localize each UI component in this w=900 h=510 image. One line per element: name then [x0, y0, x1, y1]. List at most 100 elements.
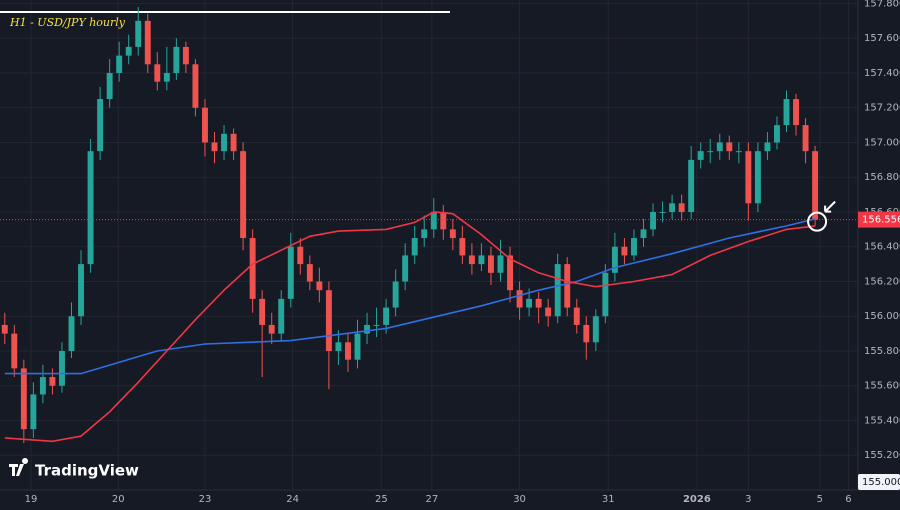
candle-body — [78, 264, 84, 317]
candle-body — [392, 281, 399, 308]
candle-body — [430, 211, 437, 230]
x-tick-label: 2026 — [683, 494, 711, 505]
candle-body — [554, 264, 561, 317]
candle-body — [211, 142, 218, 152]
candle-body — [106, 72, 113, 100]
moving-average-line — [4, 218, 816, 375]
candle-body — [163, 72, 170, 82]
last-price-box — [858, 211, 900, 228]
x-tick-label: 23 — [199, 494, 212, 505]
price-marker-box — [858, 474, 900, 490]
highlight-arrow — [824, 200, 836, 213]
candle-body — [30, 394, 37, 430]
candle-body — [354, 333, 361, 360]
candle-body — [240, 151, 247, 239]
candle-body — [488, 255, 494, 273]
candle-body — [182, 46, 189, 65]
y-tick-label: 157.400 — [864, 68, 900, 79]
x-tick-label: 6 — [845, 494, 851, 505]
y-tick-label: 156.400 — [864, 242, 900, 253]
candle-body — [287, 246, 294, 299]
candle-body — [11, 333, 18, 369]
candle-body — [726, 142, 733, 152]
candle-body — [373, 324, 380, 326]
candle-body — [650, 211, 656, 230]
candle-body — [68, 316, 75, 351]
y-tick-label: 155.200 — [864, 450, 900, 461]
candle-body — [316, 281, 323, 291]
candle-body — [659, 211, 666, 213]
candle-body — [173, 46, 180, 73]
candle-body — [20, 368, 27, 430]
candle-body — [735, 151, 742, 153]
candle-body — [49, 377, 56, 386]
candle-body — [754, 151, 761, 204]
candle-body — [306, 264, 313, 282]
candle-body — [545, 307, 552, 317]
y-tick-label: 157.800 — [864, 0, 900, 9]
candle-body — [688, 159, 695, 212]
candle-body — [697, 151, 704, 160]
candle-body — [631, 238, 637, 256]
y-tick-label: 155.400 — [864, 415, 900, 426]
y-tick-label: 157.600 — [864, 33, 900, 44]
candle-body — [707, 151, 714, 153]
candle-body — [783, 99, 790, 126]
x-tick-label: 20 — [112, 494, 125, 505]
candle-body — [459, 238, 466, 256]
candle-body — [449, 229, 456, 239]
candle-body — [325, 290, 332, 351]
candle-body — [602, 272, 609, 317]
candle-body — [611, 246, 618, 273]
last-price-label: 156.556 — [862, 215, 900, 226]
candle-body — [116, 55, 123, 73]
candle-body — [135, 20, 142, 47]
y-tick-label: 155.600 — [864, 381, 900, 392]
candle-body — [230, 133, 237, 152]
x-tick-label: 30 — [513, 494, 526, 505]
candle-body — [640, 229, 647, 239]
candle-body — [202, 107, 208, 143]
candle-body — [345, 342, 351, 360]
x-tick-label: 3 — [745, 494, 751, 505]
y-tick-label: 155.800 — [864, 346, 900, 357]
chart-title: H1 - USD/JPY hourly — [9, 16, 126, 29]
price-marker-label: 155.000 — [862, 477, 900, 488]
candle-body — [802, 125, 809, 152]
moving-average-line — [4, 211, 816, 443]
candle-body — [221, 133, 227, 152]
candle-body — [583, 324, 590, 343]
candle-body — [421, 229, 428, 239]
y-tick-label: 156.800 — [864, 172, 900, 183]
candle-body — [249, 238, 256, 299]
x-tick-label: 31 — [602, 494, 615, 505]
candle-body — [745, 151, 752, 204]
candle-body — [764, 142, 771, 152]
plot-area — [0, 6, 858, 444]
candle-body — [411, 238, 418, 256]
candle-body — [516, 290, 523, 308]
candle-body — [573, 307, 580, 325]
candle-body — [278, 298, 285, 334]
brand: TradingView — [35, 462, 139, 480]
candle-body — [125, 46, 132, 56]
candle-body — [87, 151, 94, 265]
candle-body — [154, 64, 161, 82]
x-tick-label: 19 — [25, 494, 38, 505]
candle-body — [59, 350, 65, 386]
x-tick-label: 5 — [817, 494, 823, 505]
x-tick-label: 24 — [286, 494, 299, 505]
candle-body — [468, 255, 475, 265]
x-tick-label: 25 — [375, 494, 388, 505]
candle-body — [507, 255, 513, 291]
candle-body — [678, 203, 685, 212]
marker — [807, 200, 836, 232]
candle-body — [268, 324, 275, 334]
y-tick-label: 157.200 — [864, 103, 900, 114]
candle-body — [1, 324, 8, 334]
candle-body — [383, 307, 390, 325]
candle-body — [812, 151, 819, 220]
candle-body — [774, 125, 780, 143]
